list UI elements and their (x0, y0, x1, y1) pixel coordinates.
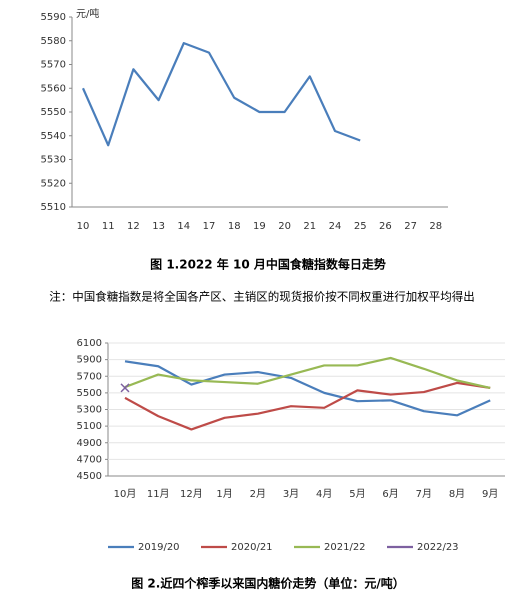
y-tick-label: 5550 (41, 107, 66, 118)
note: 注：中国食糖指数是将全国各产区、主销区的现货报价按不同权重进行加权平均得出 (49, 290, 475, 304)
caption: 图 1.2022 年 10 月中国食糖指数每日走势 (150, 257, 386, 272)
legend-label: 2020/21 (231, 542, 273, 553)
x-tick-label: 7月 (416, 488, 432, 500)
y-tick-label: 5500 (77, 388, 102, 399)
x-tick-label: 19 (253, 221, 266, 232)
series-line (124, 381, 491, 431)
x-tick-label: 20 (278, 221, 291, 232)
series-line (81, 42, 361, 147)
caption: 图 2.近四个榨季以来国内糖价走势（单位：元/吨） (131, 576, 404, 591)
y-tick-label: 5300 (77, 405, 102, 416)
y-tick-label: 5520 (41, 178, 66, 189)
y-tick-label: 5900 (77, 355, 102, 366)
legend-label: 2022/23 (417, 542, 459, 553)
y-tick-label: 5510 (41, 202, 66, 213)
x-tick-label: 26 (379, 221, 392, 232)
series-line (124, 360, 491, 417)
y-tick-label: 5570 (41, 60, 66, 71)
y-tick-label: 5530 (41, 155, 66, 166)
x-tick-label: 17 (203, 221, 216, 232)
x-tick-label: 25 (354, 221, 367, 232)
y-tick-label: 5590 (41, 12, 66, 23)
x-tick-label: 21 (303, 221, 316, 232)
x-tick-label: 10 (77, 221, 90, 232)
y-tick-label: 6100 (77, 338, 102, 349)
x-tick-label: 24 (329, 221, 342, 232)
x-tick-label: 3月 (283, 488, 299, 500)
y-tick-label: 4700 (77, 454, 102, 465)
x-tick-label: 12 (127, 221, 140, 232)
x-tick-label: 5月 (349, 488, 365, 500)
x-tick-label: 4月 (316, 488, 332, 500)
y-axis-label: 元/吨 (76, 7, 99, 20)
x-tick-label: 8月 (449, 488, 465, 500)
x-tick-label: 1月 (216, 488, 232, 500)
x-tick-label: 2月 (250, 488, 266, 500)
series-line (124, 356, 491, 389)
x-tick-label: 18 (228, 221, 241, 232)
y-tick-label: 5100 (77, 421, 102, 432)
y-tick-label: 5700 (77, 371, 102, 382)
x-tick-label: 27 (404, 221, 417, 232)
x-tick-label: 11月 (147, 488, 170, 500)
x-tick-label: 14 (177, 221, 190, 232)
y-tick-label: 4500 (77, 471, 102, 482)
x-tick-label: 9月 (482, 488, 498, 500)
y-tick-label: 5540 (41, 131, 66, 142)
x-tick-label: 11 (102, 221, 115, 232)
x-tick-label: 6月 (382, 488, 398, 500)
x-tick-label: 13 (152, 221, 165, 232)
legend-label: 2021/22 (324, 542, 366, 553)
y-tick-label: 5580 (41, 36, 66, 47)
legend-label: 2019/20 (138, 542, 180, 553)
x-tick-label: 28 (429, 221, 442, 232)
y-tick-label: 5560 (41, 83, 66, 94)
point-marker (120, 383, 130, 393)
x-tick-label: 12月 (180, 488, 203, 500)
y-tick-label: 4900 (77, 438, 102, 449)
x-tick-label: 10月 (114, 488, 137, 500)
